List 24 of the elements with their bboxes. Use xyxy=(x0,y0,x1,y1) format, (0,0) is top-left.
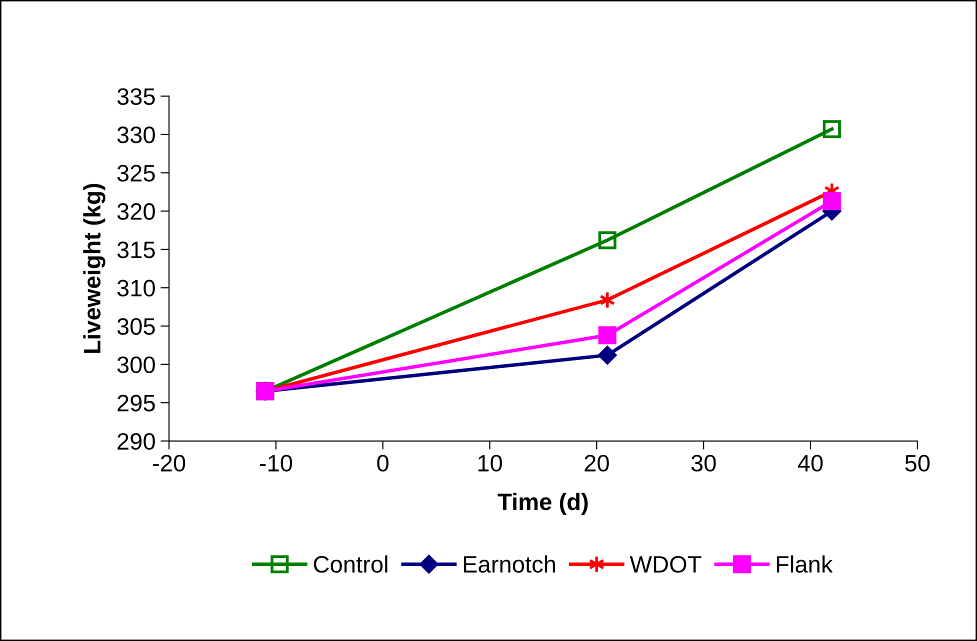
x-tick-label: 0 xyxy=(377,454,388,472)
y-tick-label: 310 xyxy=(117,280,155,297)
y-tick-label: 325 xyxy=(117,164,155,182)
y-tick-label: 320 xyxy=(117,203,155,220)
x-tick-label: 30 xyxy=(691,454,716,472)
x-tick-label: 40 xyxy=(798,454,823,472)
y-tick-label: 315 xyxy=(117,241,155,258)
y-tick-label: 305 xyxy=(117,318,155,335)
y-tick-label: 300 xyxy=(117,356,155,374)
x-tick-label: 20 xyxy=(584,454,609,472)
x-tick-label: -20 xyxy=(153,454,186,472)
y-tick-label: 295 xyxy=(118,394,155,412)
legend-label: Control xyxy=(314,555,388,573)
y-tick-label: 335 xyxy=(117,88,155,105)
x-axis-title: Time (d) xyxy=(498,492,588,515)
legend-label: Earnotch xyxy=(464,555,555,573)
y-tick-label: 330 xyxy=(117,126,155,144)
x-tick-label: -10 xyxy=(260,454,292,472)
legend-label: WDOT xyxy=(630,556,702,573)
x-tick-label: 50 xyxy=(905,454,930,472)
y-tick-label: 290 xyxy=(118,433,155,450)
legend-label: Flank xyxy=(776,555,833,573)
x-tick-label: 10 xyxy=(478,454,502,472)
y-axis-title: Liveweight (kg) xyxy=(83,184,106,353)
